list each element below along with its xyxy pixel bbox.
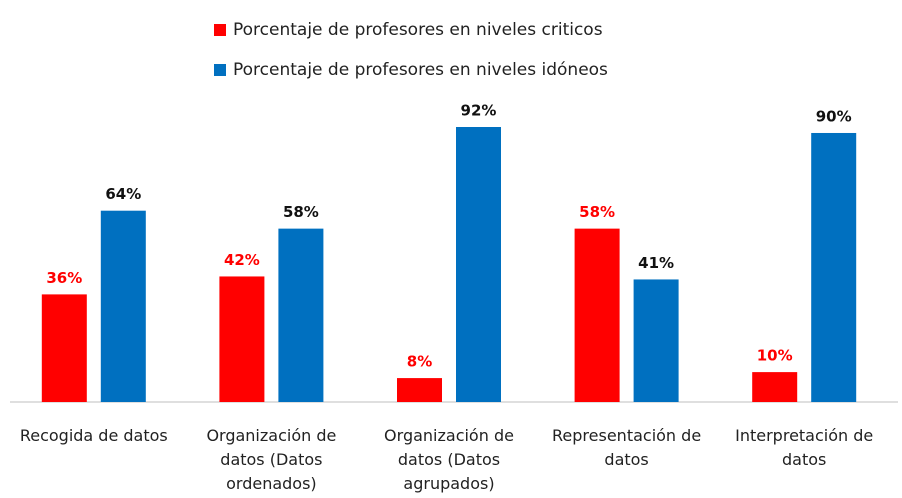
x-tick-label: Organización de datos (Datos ordenados) (206, 426, 337, 493)
bar (811, 132, 857, 402)
data-label: 36% (46, 269, 82, 287)
data-label: 58% (283, 203, 319, 221)
x-tick-label: Recogida de datos (19, 426, 168, 445)
legend-swatch (214, 64, 226, 76)
x-tick-label: Interpretación de datos (735, 426, 874, 469)
x-tick-label: Organización de datos (Datos agrupados) (384, 426, 514, 493)
data-label: 42% (224, 251, 260, 269)
bar (752, 372, 798, 402)
data-label: 8% (407, 353, 432, 371)
bar (219, 276, 265, 402)
bar (574, 228, 620, 402)
bar (278, 228, 324, 402)
legend-label: Porcentaje de profesores en niveles crit… (233, 20, 603, 40)
data-label: 58% (579, 203, 615, 221)
bar (456, 127, 501, 402)
data-label: 64% (105, 185, 141, 203)
data-label: 92% (461, 102, 497, 120)
data-label: 10% (757, 347, 793, 365)
bar (100, 210, 146, 402)
x-tick-label: Representación de datos (552, 426, 702, 469)
bar (41, 294, 87, 402)
data-label: 90% (816, 107, 852, 125)
data-label: 41% (638, 254, 674, 272)
legend-label: Porcentaje de profesores en niveles idón… (233, 60, 608, 80)
legend-swatch (214, 24, 226, 36)
bar (633, 279, 679, 402)
bar (397, 378, 442, 402)
